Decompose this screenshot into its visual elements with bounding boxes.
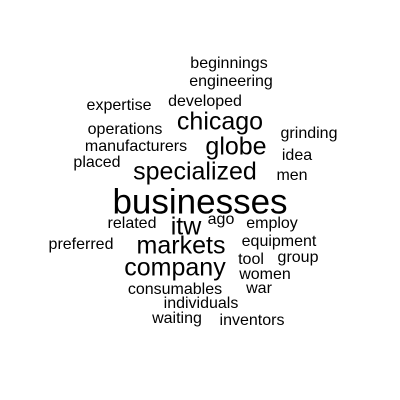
word-specialized: specialized <box>133 157 257 186</box>
word-men: men <box>276 167 308 184</box>
word-operations: operations <box>87 121 163 138</box>
word-waiting: waiting <box>152 310 202 327</box>
word-placed: placed <box>73 154 121 171</box>
word-grinding: grinding <box>280 125 338 142</box>
word-globe: globe <box>205 132 267 161</box>
word-preferred: preferred <box>48 236 114 253</box>
word-tool: tool <box>238 251 264 268</box>
word-expertise: expertise <box>86 97 152 114</box>
word-equipment: equipment <box>241 233 317 250</box>
word-developed: developed <box>168 93 242 110</box>
word-related: related <box>107 215 157 232</box>
word-women: women <box>239 266 291 283</box>
word-ago: ago <box>207 211 235 228</box>
word-manufacturers: manufacturers <box>84 138 188 155</box>
word-itw: itw <box>170 212 202 241</box>
word-war: war <box>246 280 272 297</box>
word-beginnings: beginnings <box>190 55 268 72</box>
word-consumables: consumables <box>127 281 223 298</box>
word-idea: idea <box>281 147 313 164</box>
word-company: company <box>124 253 226 282</box>
word-individuals: individuals <box>163 295 239 312</box>
word-employ: employ <box>246 215 298 232</box>
word-inventors: inventors <box>219 312 285 329</box>
word-markets: markets <box>136 231 226 260</box>
word-group: group <box>277 249 319 266</box>
word-engineering: engineering <box>189 73 273 90</box>
word-chicago: chicago <box>176 107 264 136</box>
word-businesses: businesses <box>112 182 288 222</box>
